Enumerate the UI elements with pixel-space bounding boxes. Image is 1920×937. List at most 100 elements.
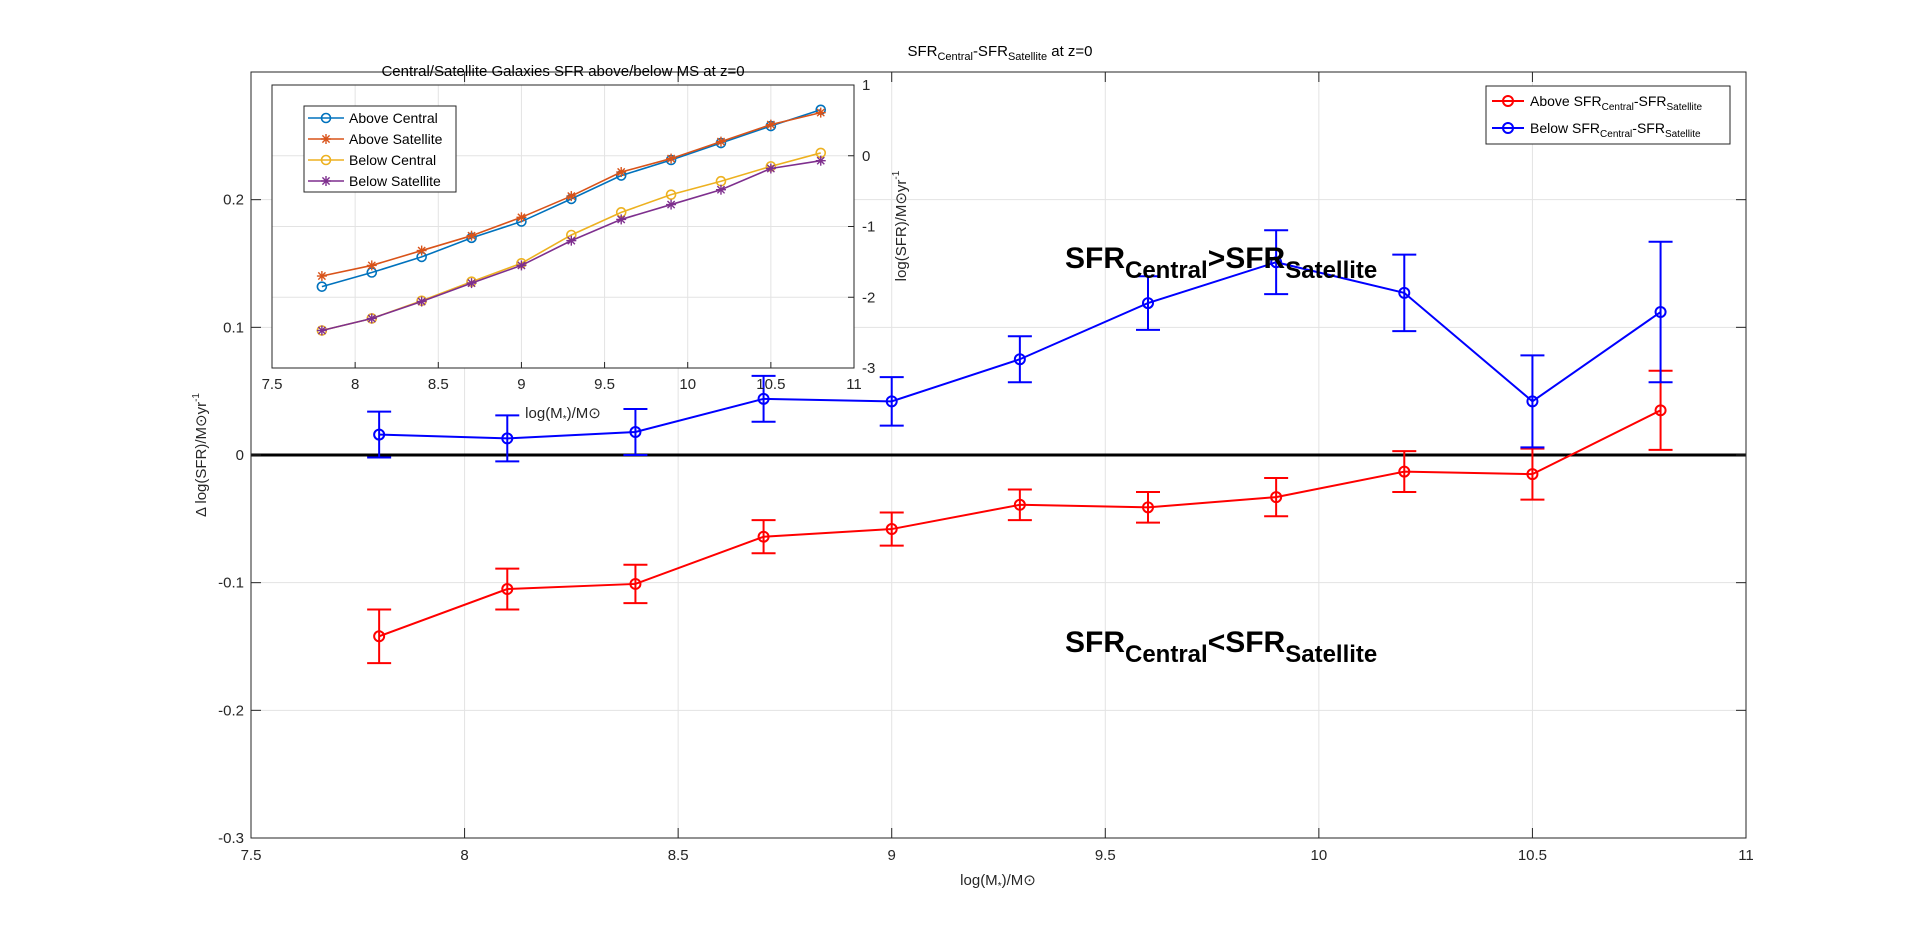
main-x-tick-label-0: 7.5	[241, 847, 262, 864]
main-data-point-0-10	[1654, 404, 1667, 417]
inset-y-tick-label-3: 0	[862, 148, 870, 165]
inset-data-point-0-0	[316, 281, 328, 292]
inset-data-point-3-0-d2	[317, 326, 326, 335]
main-y-tick-label-0: -0.3	[218, 830, 244, 847]
inset-x-axis-label-sub: *	[563, 414, 567, 425]
main-x-tick-label-3: 9	[888, 847, 896, 864]
main-series-0	[367, 369, 1673, 665]
main-legend-box	[1485, 85, 1731, 145]
inset-x-tick-label-4: 9.5	[594, 376, 615, 393]
main-data-point-1-10	[1654, 306, 1667, 319]
main-data-point-1-3	[757, 392, 770, 405]
inset-y-tick-label-1: -2	[862, 289, 875, 306]
inset-data-point-3-4-d2	[517, 261, 526, 270]
inset-data-point-1-1-d2	[367, 261, 376, 270]
legend-below-marker	[1502, 122, 1514, 134]
annotation-central-greater: SFRCentral>SFRSatellite	[1065, 242, 1377, 284]
main-data-point-0-3	[757, 530, 770, 543]
main-x-axis-label-sub: *	[998, 881, 1002, 892]
inset-legend-label-0: Above Central	[349, 110, 438, 126]
inset-data-point-1-7-d2	[666, 154, 676, 163]
annotation-greater-op: >SFR	[1208, 242, 1286, 275]
annotation-greater-sub1: Central	[1125, 257, 1208, 284]
inset-data-point-1-3	[466, 230, 477, 241]
main-y-tick-label-2: -0.1	[218, 575, 244, 592]
inset-data-point-3-2-d2	[417, 297, 426, 306]
main-y-tick-label-5: 0.2	[223, 192, 244, 209]
main-title-sub1: Central	[937, 51, 972, 63]
annotation-less-sub1: Central	[1125, 641, 1208, 668]
legend-below-sub2: Satellite	[1665, 129, 1701, 140]
main-y-tick-label-1: -0.2	[218, 702, 244, 719]
inset-series-3	[316, 155, 826, 336]
inset-legend-label-1: Above Satellite	[349, 131, 443, 147]
inset-x-tick-label-3: 9	[517, 376, 525, 393]
main-title: SFRCentral-SFRSatellite at z=0	[907, 43, 1092, 63]
inset-data-point-1-3-d2	[467, 231, 476, 240]
inset-x-tick-label-2: 8.5	[428, 376, 449, 393]
main-data-point-1-9	[1526, 395, 1539, 408]
inset-data-point-1-9-d2	[766, 120, 775, 129]
inset-data-point-3-1-d2	[367, 314, 376, 323]
inset-data-point-3-3-d2	[467, 279, 476, 288]
main-y-tick-label-4: 0.1	[223, 319, 244, 336]
main-x-tick-label-4: 9.5	[1095, 847, 1116, 864]
legend-above-sub1: Central	[1602, 102, 1634, 113]
inset-data-point-1-10	[815, 107, 826, 118]
inset-data-point-3-0	[316, 325, 327, 336]
inset-data-point-1-5	[566, 191, 577, 202]
legend-below-mid: -SFR	[1632, 120, 1665, 136]
main-data-point-1-5	[1013, 353, 1026, 366]
main-x-tick-label-2: 8.5	[668, 847, 689, 864]
legend-below-sub1: Central	[1600, 129, 1632, 140]
inset-data-point-1-7	[666, 153, 677, 164]
inset-data-point-1-9	[765, 119, 776, 130]
main-title-main: SFR	[907, 43, 937, 60]
main-data-point-1-2	[629, 426, 642, 439]
inset-axes: 7.5 8 8.5 9 9.5 10 10.5 11-3 -2 -1 0 1	[262, 77, 876, 393]
inset-y-axis-label: log(SFR)/M⊙yr-1	[891, 170, 910, 281]
annotation-less-main: SFR	[1065, 626, 1125, 659]
inset-legend: Above Central Above Satellite Below Centra…	[303, 105, 457, 193]
inset-data-point-3-10-d2	[816, 156, 825, 165]
inset-data-point-1-0-d2	[317, 271, 326, 281]
inset-x-tick-label-0: 7.5	[262, 376, 283, 393]
inset-data-point-3-9-d2	[766, 164, 775, 173]
main-data-point-0-5	[1013, 498, 1026, 511]
inset-data-point-1-2-d2	[417, 246, 426, 255]
main-axes: 7.5 8 8.5 9 9.5 10 10.5 11 -0.3 -0.2 -0.1 0 0.1 0.2	[218, 71, 1754, 864]
inset-data-point-1-2	[416, 245, 427, 256]
main-data-point-0-7	[1270, 491, 1283, 504]
inset-data-point-3-7	[666, 199, 677, 210]
main-x-tick-label-5: 10	[1311, 847, 1328, 864]
main-x-tick-label-7: 11	[1738, 847, 1754, 864]
main-data-point-1-0	[373, 428, 386, 441]
legend-above-mid: -SFR	[1634, 93, 1667, 109]
main-x-tick-label-1: 8	[460, 847, 468, 864]
inset-data-point-3-4	[516, 260, 527, 271]
main-data-point-1-6	[1142, 297, 1154, 310]
inset-y-tick-label-2: -1	[862, 219, 875, 236]
main-title-sub2: Satellite	[1008, 51, 1047, 63]
inset-data-point-1-0	[316, 271, 327, 282]
inset-y-axis-label-sup: -1	[891, 170, 902, 179]
main-x-tick-label-6: 10.5	[1518, 847, 1547, 864]
inset-data-point-3-5-d2	[567, 236, 576, 245]
inset-data-point-3-1	[366, 313, 377, 324]
legend-below-main: Below SFR	[1530, 120, 1600, 136]
inset-x-axis-label: log(M*)/M⊙	[525, 405, 601, 425]
main-data-point-0-8	[1398, 465, 1411, 478]
main-data-point-0-2	[629, 577, 642, 590]
inset-data-point-3-2	[416, 296, 427, 307]
inset-data-point-3-9	[765, 163, 776, 174]
inset-data-point-1-1	[366, 260, 377, 271]
inset-data-point-2-7	[665, 189, 677, 200]
legend-below-label: Below SFRCentral-SFRSatellite	[1530, 120, 1701, 140]
inset-data-point-3-8-d2	[716, 185, 726, 194]
inset-x-tick-label-7: 11	[846, 376, 862, 393]
inset-data-point-3-5	[566, 235, 577, 246]
main-data-point-0-9	[1526, 468, 1539, 481]
inset-legend-marker-3	[321, 176, 331, 186]
inset-legend-marker-1-d2	[321, 134, 331, 144]
